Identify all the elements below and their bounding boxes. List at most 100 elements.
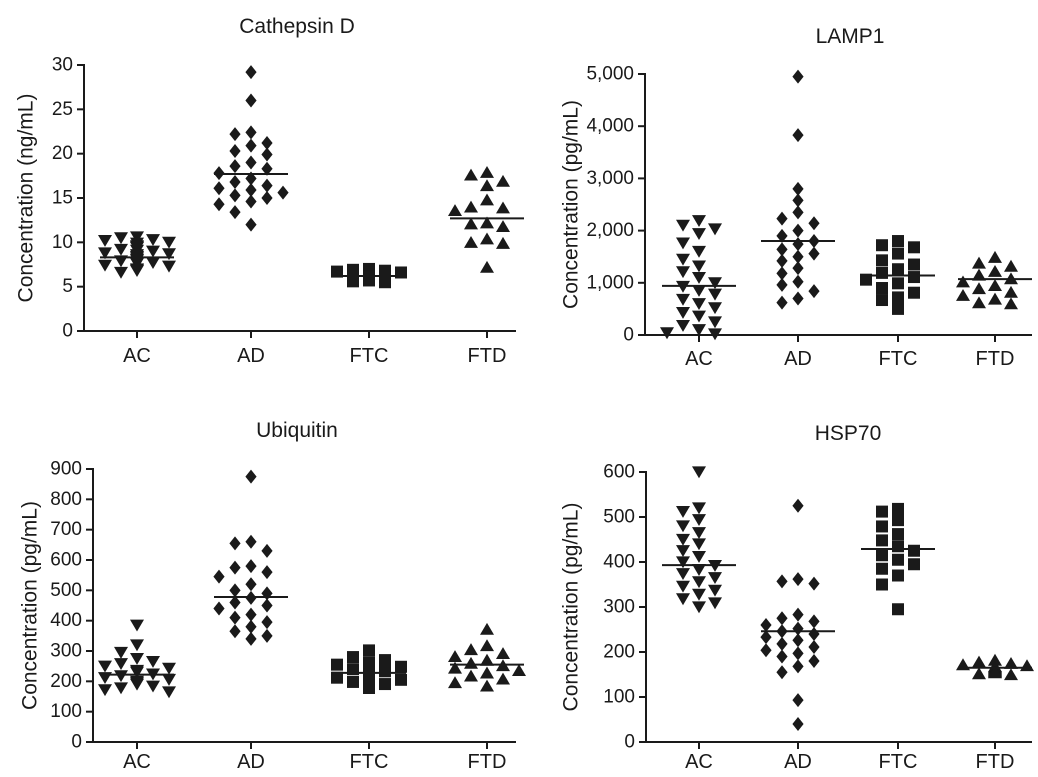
data-point <box>213 181 225 196</box>
data-point <box>792 291 804 306</box>
chart-title: Ubiquitin <box>256 419 338 442</box>
series-FTD <box>956 250 1018 310</box>
data-point <box>692 228 706 241</box>
chart-title: LAMP1 <box>816 25 885 48</box>
data-point <box>480 679 494 692</box>
data-point <box>792 193 804 208</box>
data-point <box>245 469 257 484</box>
data-point <box>363 274 375 287</box>
data-point <box>776 649 788 664</box>
data-point <box>245 93 257 108</box>
y-axis-label: Concentration (pg/mL) <box>19 501 42 710</box>
data-point <box>448 204 462 217</box>
data-point <box>496 174 510 187</box>
data-point <box>480 216 494 229</box>
data-point <box>448 661 462 674</box>
data-point <box>464 643 478 656</box>
data-point <box>708 277 722 290</box>
data-point <box>245 559 257 574</box>
data-point <box>480 639 494 652</box>
y-tick-label: 600 <box>50 550 82 571</box>
data-point <box>876 549 888 562</box>
data-point <box>792 646 804 661</box>
series-AC <box>676 466 722 614</box>
data-point <box>792 717 804 731</box>
data-point <box>245 138 257 153</box>
data-point <box>876 562 888 575</box>
data-point <box>130 639 144 652</box>
data-point <box>956 289 970 301</box>
data-point <box>972 667 986 680</box>
data-point <box>229 188 241 203</box>
data-point <box>676 253 690 266</box>
x-tick-label: FTD <box>976 348 1015 370</box>
data-point <box>676 533 690 546</box>
data-point <box>892 263 904 276</box>
data-point <box>676 545 690 558</box>
data-point <box>956 275 970 288</box>
data-point <box>114 670 128 683</box>
data-point <box>876 239 888 252</box>
y-tick-label: 5 <box>62 276 73 297</box>
y-tick-label: 100 <box>50 701 82 722</box>
data-point <box>808 614 820 629</box>
data-point <box>776 211 788 226</box>
chart-panel-2: LAMP1 Concentration (pg/mL) 0 1,000 2,000 3,0… <box>560 25 1032 370</box>
data-point <box>676 306 690 319</box>
data-point <box>245 125 257 140</box>
data-point <box>792 205 804 220</box>
data-point <box>808 576 820 591</box>
data-point <box>972 282 986 295</box>
y-tick-label: 20 <box>52 143 73 164</box>
data-point <box>908 258 920 271</box>
data-point <box>776 266 788 281</box>
data-point <box>114 646 128 659</box>
data-point <box>1004 656 1018 669</box>
data-point <box>245 65 257 80</box>
data-point <box>480 232 494 245</box>
data-point <box>480 179 494 192</box>
data-point <box>792 261 804 276</box>
data-point <box>988 653 1002 666</box>
data-point <box>496 220 510 232</box>
series-FTC <box>876 502 920 616</box>
y-tick-label: 400 <box>50 610 82 631</box>
data-point <box>162 686 176 699</box>
data-point <box>692 502 706 515</box>
data-point <box>760 630 772 645</box>
data-point <box>692 215 706 227</box>
series-AC <box>660 215 722 341</box>
data-point <box>792 498 804 513</box>
data-point <box>480 653 494 666</box>
y-tick-label: 700 <box>50 519 82 540</box>
data-point <box>708 597 722 610</box>
data-point <box>692 310 706 323</box>
data-point <box>776 253 788 268</box>
y-tick-label: 800 <box>50 489 82 510</box>
data-point <box>908 558 920 571</box>
data-point <box>760 618 772 632</box>
data-point <box>261 178 273 193</box>
data-point <box>480 165 494 178</box>
data-point <box>363 644 375 657</box>
data-point <box>448 676 462 689</box>
data-point <box>261 628 273 643</box>
data-point <box>988 265 1002 277</box>
x-tick-label: FTD <box>976 751 1015 773</box>
data-point <box>892 569 904 582</box>
data-point <box>708 288 722 301</box>
data-point <box>229 583 241 598</box>
series-FTD <box>448 165 510 273</box>
data-point <box>347 275 359 288</box>
data-point <box>261 615 273 630</box>
y-tick-label: 600 <box>603 462 635 483</box>
data-point <box>692 538 706 551</box>
data-point <box>708 328 722 341</box>
x-tick-label: FTC <box>879 348 918 370</box>
data-point <box>146 656 160 668</box>
data-point <box>229 127 241 142</box>
y-tick-label: 900 <box>50 459 82 480</box>
data-point <box>229 536 241 551</box>
data-point <box>676 520 690 533</box>
data-point <box>676 237 690 250</box>
